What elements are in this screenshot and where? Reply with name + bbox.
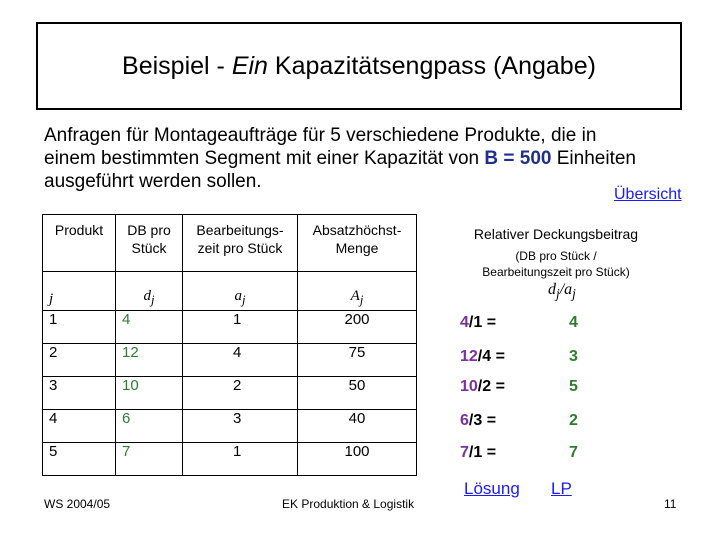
cell-d: 10: [115, 376, 183, 410]
title-prefix: Beispiel -: [122, 51, 232, 80]
cell-A: 75: [297, 343, 417, 377]
cell-a: 4: [182, 343, 298, 377]
relative-row: 4/1 = 4: [460, 314, 578, 331]
cell-j: 2: [42, 343, 116, 377]
relative-row: 12/4 = 3: [460, 348, 578, 365]
title-italic: Ein: [231, 51, 268, 80]
relative-heading: Relativer Deckungsbeitrag: [473, 226, 639, 242]
table-row: 3 10 2 50: [42, 376, 417, 410]
header-bearbeitungszeit: Bearbeitungs-zeit pro Stück: [182, 214, 298, 272]
intro-line-2a: einem bestimmten Segment mit einer Kapaz…: [44, 148, 485, 169]
cell-d: 12: [115, 343, 183, 377]
cell-j: 1: [42, 310, 116, 344]
cell-A: 200: [297, 310, 417, 344]
intro-line-2: einem bestimmten Segment mit einer Kapaz…: [44, 147, 704, 170]
footer-page-number: 11: [664, 497, 677, 511]
cell-a: 3: [182, 409, 298, 443]
table-row: 1 4 1 200: [42, 310, 417, 344]
cell-j: 4: [42, 409, 116, 443]
cell-A: 40: [297, 409, 417, 443]
table-row: 4 6 3 40: [42, 409, 417, 443]
symbol-j: j: [42, 271, 116, 311]
intro-text: Anfragen für Montageaufträge für 5 versc…: [44, 124, 704, 193]
intro-line-2b: Einheiten: [551, 148, 636, 169]
cell-j: 5: [42, 442, 116, 476]
intro-line-1: Anfragen für Montageaufträge für 5 versc…: [44, 125, 597, 146]
solution-link[interactable]: Lösung: [464, 479, 520, 498]
symbol-Aj: Aj: [297, 271, 417, 311]
overview-link[interactable]: Übersicht: [614, 186, 682, 203]
table-row: 2 12 4 75: [42, 343, 417, 377]
cell-a: 2: [182, 376, 298, 410]
relative-symbol: dj/aj: [548, 281, 576, 302]
table-row: 5 7 1 100: [42, 442, 417, 476]
slide-title: Beispiel - Ein Kapazitätsengpass (Angabe…: [122, 52, 596, 81]
relative-row: 10/2 = 5: [460, 378, 578, 395]
symbol-aj: aj: [182, 271, 298, 311]
relative-row: 6/3 = 2: [460, 412, 578, 429]
header-produkt: Produkt: [42, 214, 116, 272]
footer-course: EK Produktion & Logistik: [282, 497, 415, 511]
slide-title-box: Beispiel - Ein Kapazitätsengpass (Angabe…: [36, 22, 682, 110]
header-absatz: Absatzhöchst- Menge: [297, 214, 417, 272]
cell-A: 50: [297, 376, 417, 410]
cell-d: 4: [115, 310, 183, 344]
title-suffix: Kapazitätsengpass (Angabe): [267, 51, 596, 80]
cell-a: 1: [182, 310, 298, 344]
cell-a: 1: [182, 442, 298, 476]
intro-line-3: ausgeführt werden sollen.: [44, 171, 262, 192]
cell-j: 3: [42, 376, 116, 410]
product-table: Produkt DB pro Stück Bearbeitungs-zeit pr…: [42, 214, 417, 476]
relative-subheading: (DB pro Stück / Bearbeitungszeit pro Stüc…: [482, 249, 630, 279]
cell-d: 6: [115, 409, 183, 443]
lp-link[interactable]: LP: [551, 479, 572, 498]
table-header-row: Produkt DB pro Stück Bearbeitungs-zeit pr…: [42, 214, 417, 272]
relative-contribution-panel: Relativer Deckungsbeitrag (DB pro Stück …: [448, 214, 664, 461]
capacity-value: B = 500: [484, 148, 552, 169]
cell-d: 7: [115, 442, 183, 476]
symbol-dj: dj: [115, 271, 183, 311]
cell-A: 100: [297, 442, 417, 476]
symbol-row: j dj aj Aj: [42, 271, 417, 311]
footer-semester: WS 2004/05: [44, 497, 111, 511]
relative-row: 7/1 = 7: [460, 444, 578, 461]
header-db: DB pro Stück: [115, 214, 183, 272]
